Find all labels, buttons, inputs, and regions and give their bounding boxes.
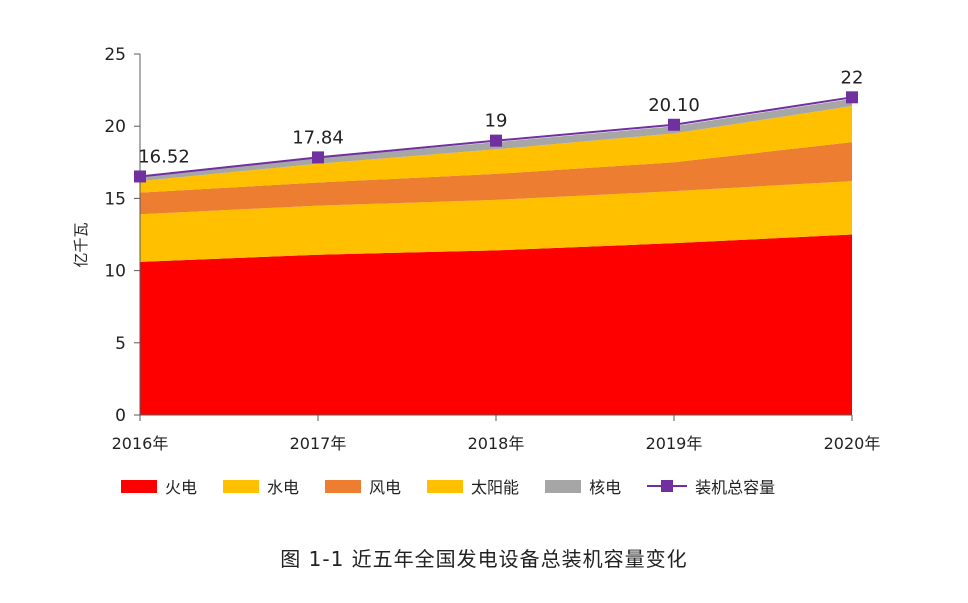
y-tick-label: 10: [104, 262, 126, 282]
data-label: 19: [485, 111, 508, 132]
data-label: 20.10: [648, 95, 700, 116]
x-tick-label: 2018年: [468, 434, 525, 453]
x-tick-label: 2017年: [290, 434, 347, 453]
legend-label-wind: 风电: [369, 478, 402, 497]
y-tick-label: 25: [104, 45, 126, 65]
chart-legend: 火电 水电 风电 太阳能 核电 装机总容量: [121, 474, 775, 498]
legend-item-nuclear: 核电: [545, 474, 621, 498]
total-capacity-marker: [134, 170, 146, 183]
data-label: 17.84: [292, 127, 344, 148]
legend-label-total: 装机总容量: [695, 478, 776, 497]
legend-label-thermal: 火电: [165, 478, 198, 497]
y-tick-label: 0: [115, 406, 126, 426]
legend-swatch-total: [647, 479, 688, 493]
total-capacity-marker: [846, 91, 858, 104]
legend-label-nuclear: 核电: [589, 478, 622, 497]
area-hydro: [140, 181, 852, 262]
x-tick-label: 2020年: [824, 434, 881, 453]
chart-axes: 0 5 10 15 20 25 2016年 2017年 2018年 2019年 2020年: [104, 45, 880, 453]
legend-item-wind: 风电: [325, 474, 401, 498]
data-label: 16.52: [138, 146, 190, 167]
legend-item-total: 装机总容量: [647, 474, 775, 498]
legend-label-solar: 太阳能: [471, 478, 520, 497]
area-thermal: [140, 234, 852, 415]
legend-item-hydro: 水电: [223, 474, 299, 498]
area-wind: [140, 142, 852, 215]
y-tick-label: 20: [104, 117, 126, 137]
x-tick-label: 2019年: [646, 434, 703, 453]
figure-caption: 图 1-1 近五年全国发电设备总装机容量变化: [280, 547, 688, 571]
y-tick-label: 5: [115, 334, 126, 354]
legend-swatch-nuclear: [545, 479, 582, 493]
total-capacity-marker: [490, 134, 502, 147]
total-line-layer: 16.52 17.84 19 20.10 22: [134, 67, 864, 183]
legend-swatch-thermal: [121, 479, 157, 493]
y-axis-label: 亿千瓦: [72, 222, 90, 267]
legend-label-hydro: 水电: [267, 478, 300, 497]
legend-swatch-hydro: [223, 479, 260, 493]
legend-swatch-solar: [427, 479, 464, 493]
total-capacity-marker: [312, 151, 324, 164]
total-capacity-marker: [668, 118, 680, 131]
x-tick-label: 2016年: [112, 434, 169, 453]
legend-item-thermal: 火电: [121, 474, 197, 498]
data-label: 22: [841, 67, 864, 88]
legend-swatch-wind: [325, 479, 362, 493]
y-tick-label: 15: [104, 189, 126, 209]
legend-item-solar: 太阳能: [427, 474, 519, 498]
